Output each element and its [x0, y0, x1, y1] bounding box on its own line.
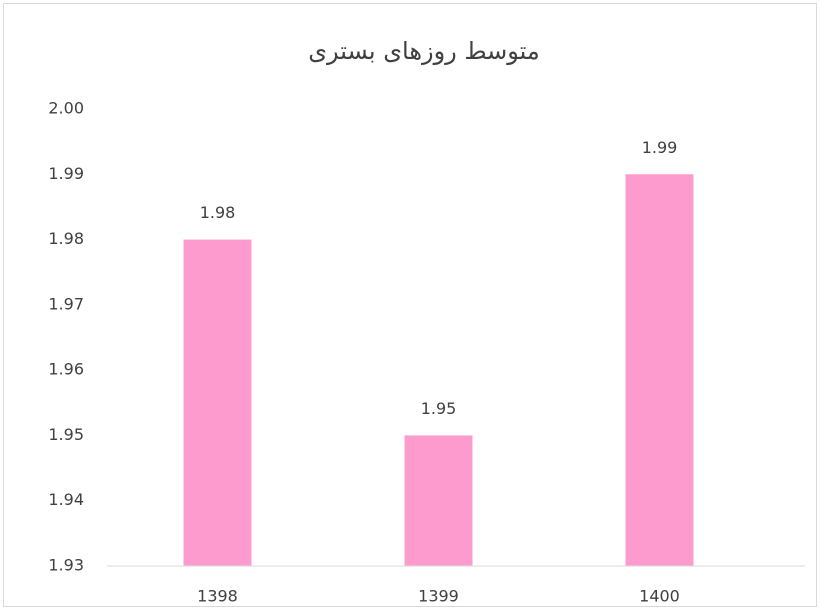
y-tick-label: 1.96 — [48, 360, 84, 379]
y-tick-label: 1.98 — [48, 229, 84, 248]
y-tick-label: 1.97 — [48, 294, 84, 313]
bar — [183, 239, 252, 567]
bar — [404, 435, 473, 566]
y-tick-label: 1.94 — [48, 490, 84, 509]
data-label: 1.98 — [200, 203, 236, 222]
x-tick-label: 1400 — [639, 587, 680, 606]
data-label: 1.95 — [421, 399, 457, 418]
y-tick-label: 1.93 — [48, 556, 84, 575]
y-tick-label: 1.95 — [48, 425, 84, 444]
x-tick-label: 1399 — [418, 587, 459, 606]
x-tick-label: 1398 — [197, 587, 238, 606]
y-tick-label: 2.00 — [48, 99, 84, 118]
chart-title: متوسط روزهای بستری — [308, 37, 540, 65]
bar — [625, 174, 694, 567]
y-tick-label: 1.99 — [48, 164, 84, 183]
data-label: 1.99 — [642, 138, 678, 157]
